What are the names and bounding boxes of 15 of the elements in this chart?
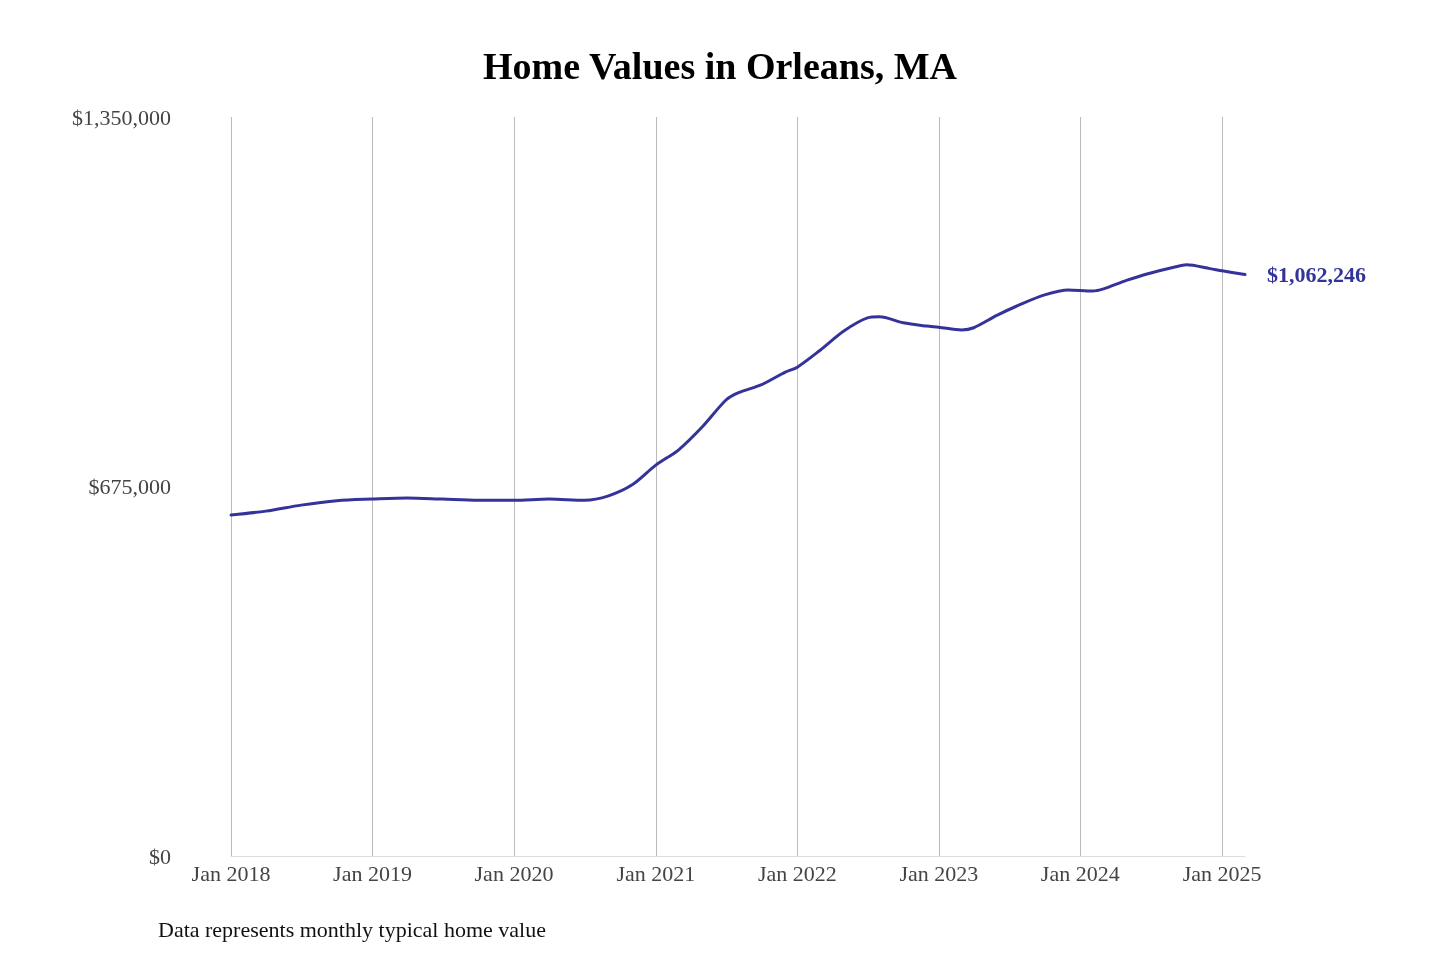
line-series [229, 263, 1247, 517]
y-tick-label: $1,350,000 [72, 104, 171, 130]
x-tick-label: Jan 2021 [616, 860, 696, 886]
text: Data represents monthly typical home value [158, 916, 546, 942]
x-tick-label: Jan 2022 [757, 860, 837, 886]
x-tick-label: Jan 2018 [191, 860, 271, 886]
chart-title: Home Values in Orleans, MA [483, 45, 958, 87]
x-tick-label: Jan 2024 [1040, 860, 1120, 886]
x-tick-label: Jan 2025 [1182, 860, 1262, 886]
x-tick-label: Jan 2023 [899, 860, 979, 886]
data-label: $1,062,246 [1267, 262, 1366, 288]
y-tick-label: $675,000 [88, 474, 171, 499]
x-tick-label: Jan 2019 [333, 860, 412, 886]
y-tick-label: $0 [149, 843, 171, 869]
x-tick-label: Jan 2020 [474, 860, 554, 886]
